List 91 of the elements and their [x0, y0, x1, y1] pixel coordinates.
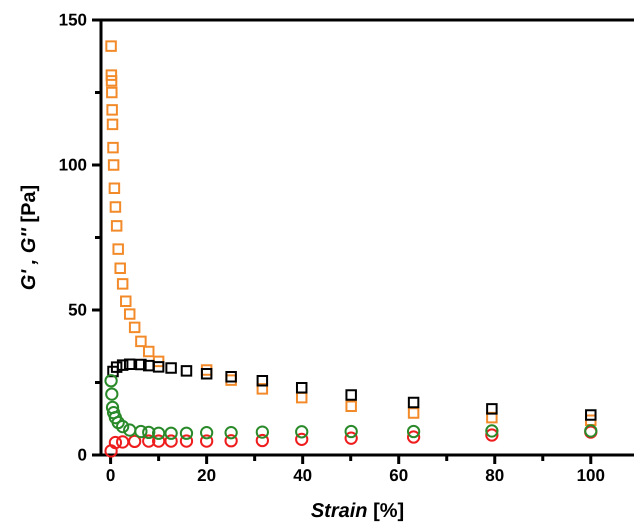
- point: [108, 436, 122, 450]
- y-tick-label: 150: [58, 10, 87, 30]
- point: [180, 434, 194, 448]
- point: [486, 412, 498, 424]
- point: [128, 322, 140, 334]
- point: [112, 416, 125, 430]
- point: [406, 424, 420, 438]
- point: [135, 336, 147, 348]
- y-tick-label: 50: [68, 300, 87, 320]
- x-axis-title: Strain [%]: [310, 500, 404, 522]
- point: [116, 420, 130, 434]
- point: [585, 414, 597, 426]
- point: [142, 346, 154, 358]
- point: [106, 118, 118, 130]
- point: [108, 159, 120, 171]
- point: [106, 406, 120, 420]
- point: [296, 392, 308, 404]
- point: [296, 382, 308, 394]
- point: [110, 201, 122, 213]
- point: [256, 434, 269, 448]
- point: [124, 358, 136, 370]
- point: [225, 374, 237, 386]
- point: [256, 383, 268, 395]
- x-tick-label: 100: [576, 466, 605, 486]
- point: [295, 425, 308, 438]
- point: [120, 296, 132, 308]
- point: [108, 410, 122, 424]
- point: [152, 356, 164, 368]
- point: [486, 403, 498, 415]
- point: [152, 361, 164, 373]
- point: [152, 426, 166, 440]
- point: [256, 425, 269, 439]
- point: [224, 434, 238, 448]
- point: [128, 434, 142, 448]
- point: [164, 426, 178, 440]
- point: [485, 424, 499, 438]
- x-tick-label: 60: [389, 466, 408, 486]
- point: [104, 444, 118, 458]
- point: [108, 182, 120, 194]
- point: [105, 40, 117, 52]
- point: [106, 86, 118, 98]
- y-tick-label: 100: [58, 155, 87, 174]
- point: [110, 361, 122, 373]
- point: [106, 75, 118, 87]
- point: [344, 432, 358, 445]
- point: [485, 428, 499, 442]
- point: [408, 407, 420, 419]
- point: [406, 430, 420, 444]
- point: [345, 389, 357, 401]
- x-tick-label: 20: [197, 466, 216, 486]
- point: [165, 362, 177, 374]
- point: [224, 426, 238, 440]
- point: [106, 69, 118, 81]
- point: [135, 358, 147, 370]
- point: [124, 308, 136, 320]
- point: [110, 220, 122, 232]
- point: [142, 426, 156, 440]
- y-tick-label: 0: [78, 445, 87, 464]
- point: [105, 387, 118, 401]
- point: [256, 375, 268, 387]
- point: [344, 424, 358, 438]
- point: [345, 400, 357, 412]
- point: [164, 434, 178, 448]
- x-tick-label: 80: [485, 466, 504, 486]
- point: [585, 409, 597, 421]
- point: [408, 396, 420, 408]
- y-axis-title: G' , G'' [Pa]: [18, 184, 40, 290]
- point: [180, 426, 194, 440]
- point: [106, 400, 120, 414]
- point: [107, 142, 119, 154]
- point: [114, 262, 126, 274]
- point: [225, 370, 237, 382]
- point: [104, 374, 118, 388]
- point: [107, 366, 119, 378]
- point: [134, 424, 148, 438]
- point: [200, 426, 214, 440]
- point: [112, 243, 124, 255]
- point: [116, 435, 130, 449]
- point: [106, 104, 118, 116]
- point: [116, 359, 128, 371]
- point: [152, 434, 166, 448]
- x-tick-label: 0: [106, 466, 116, 486]
- point: [123, 423, 136, 437]
- point: [180, 365, 192, 377]
- point: [116, 278, 128, 290]
- point: [200, 368, 212, 380]
- point: [142, 434, 156, 448]
- x-tick-label: 40: [293, 466, 312, 486]
- point: [142, 360, 154, 372]
- point: [200, 434, 214, 448]
- point: [295, 432, 308, 446]
